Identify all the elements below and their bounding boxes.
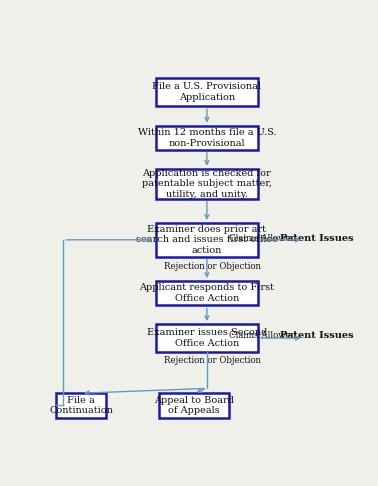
Text: Appeal to Board
of Appeals: Appeal to Board of Appeals xyxy=(154,396,234,415)
Text: Within 12 months file a U.S.
non-Provisional: Within 12 months file a U.S. non-Provisi… xyxy=(138,128,276,148)
Text: Rejection or Objection: Rejection or Objection xyxy=(164,262,261,271)
Text: Application is checked for
patentable subject matter,
utility, and unity.: Application is checked for patentable su… xyxy=(142,169,272,199)
Text: Examiner does prior art
search and issues first office
action: Examiner does prior art search and issue… xyxy=(136,225,278,255)
FancyBboxPatch shape xyxy=(156,324,258,352)
FancyBboxPatch shape xyxy=(156,78,258,106)
Text: Rejection or Objection: Rejection or Objection xyxy=(164,356,261,365)
Text: File a U.S. Provisional
Application: File a U.S. Provisional Application xyxy=(152,83,262,102)
Text: File a
Continuation: File a Continuation xyxy=(49,396,113,415)
Text: Applicant responds to First
Office Action: Applicant responds to First Office Actio… xyxy=(139,283,274,303)
Text: Claims Allowed: Claims Allowed xyxy=(229,234,296,243)
Text: Patent Issues: Patent Issues xyxy=(280,234,353,243)
FancyBboxPatch shape xyxy=(156,281,258,305)
FancyBboxPatch shape xyxy=(159,393,229,417)
FancyBboxPatch shape xyxy=(156,126,258,150)
FancyBboxPatch shape xyxy=(156,169,258,199)
Text: Examiner issues Second
Office Action: Examiner issues Second Office Action xyxy=(147,329,267,348)
Text: Patent Issues: Patent Issues xyxy=(280,331,353,341)
Text: Claims Allowed: Claims Allowed xyxy=(229,331,296,341)
FancyBboxPatch shape xyxy=(56,393,106,417)
FancyBboxPatch shape xyxy=(156,223,258,257)
